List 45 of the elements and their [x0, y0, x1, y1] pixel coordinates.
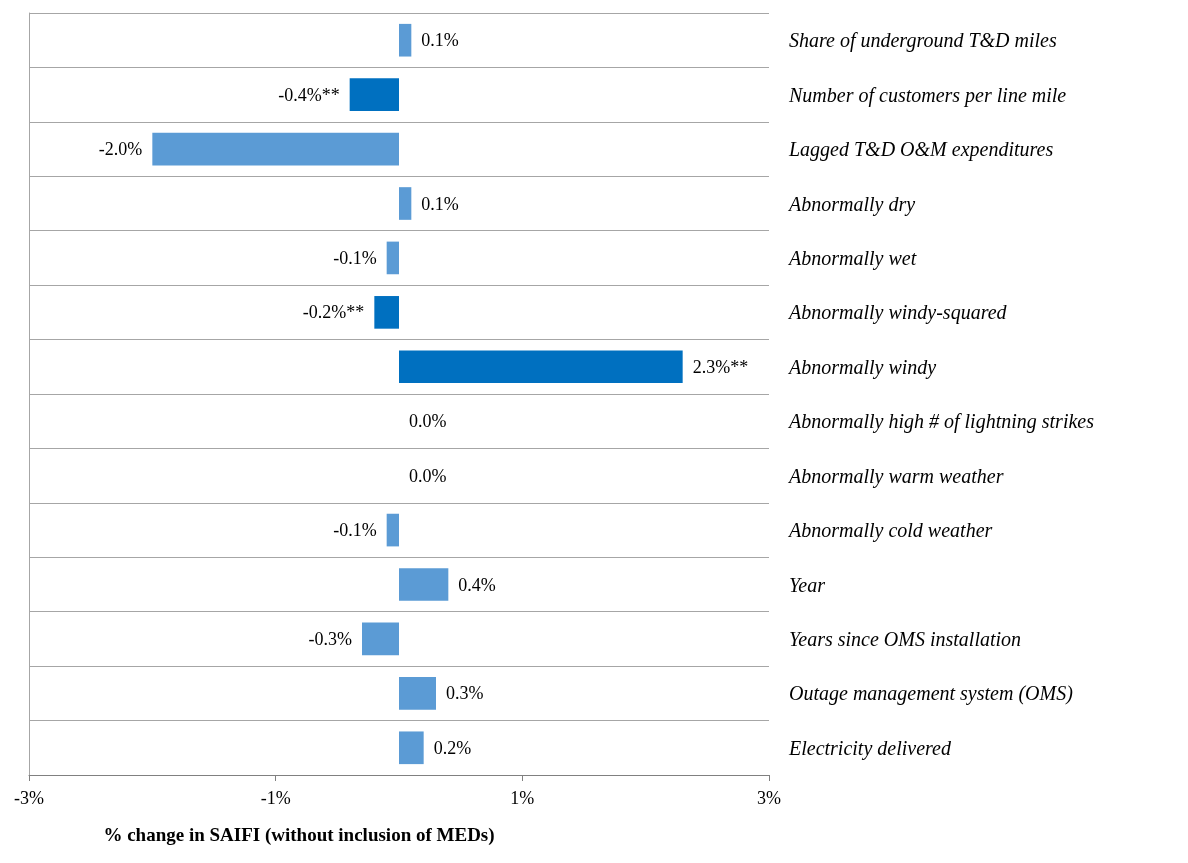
bar	[399, 350, 683, 384]
y-tick-label: Abnormally warm weather	[787, 464, 1004, 488]
bar	[399, 568, 449, 601]
bar	[386, 513, 399, 547]
data-label: 0.4%	[458, 574, 496, 595]
bar	[399, 187, 412, 220]
data-label: -0.3%	[308, 628, 352, 649]
data-label: -2.0%	[98, 139, 143, 160]
bar	[152, 132, 399, 166]
data-label: 0.1%	[421, 193, 459, 214]
y-tick-label: Share of underground T&D miles	[789, 29, 1057, 53]
bar	[399, 677, 436, 710]
data-label: -0.1%	[333, 520, 377, 541]
data-label: -0.1%	[333, 247, 377, 268]
x-tick-label: 1%	[510, 788, 535, 808]
y-tick-label: Abnormally windy-squared	[787, 301, 1008, 325]
bar	[386, 241, 399, 275]
bar	[399, 731, 424, 765]
y-tick-label: Abnormally dry	[787, 192, 916, 216]
x-tick-label: -1%	[260, 788, 291, 808]
y-tick-label: Lagged T&D O&M expenditures	[788, 138, 1054, 162]
y-tick-label: Number of customers per line mile	[788, 83, 1067, 107]
bar	[374, 296, 399, 329]
y-tick-label: Abnormally wet	[787, 246, 917, 270]
data-label: 2.3%**	[692, 356, 749, 377]
data-label: 0.0%	[409, 411, 447, 432]
x-axis-title: % change in SAIFI (without inclusion of MEDs)	[103, 824, 495, 846]
y-tick-label: Outage management system (OMS)	[789, 682, 1074, 706]
x-tick-label: -3%	[14, 788, 44, 808]
y-tick-label: Electricity delivered	[788, 736, 952, 760]
y-tick-label: Abnormally windy	[787, 355, 937, 379]
y-tick-label: Years since OMS installation	[789, 627, 1022, 650]
data-label: -0.2%**	[302, 302, 365, 323]
x-tick-label: 3%	[757, 788, 781, 808]
y-tick-label: Abnormally high # of lightning strikes	[787, 410, 1095, 434]
bar	[349, 78, 399, 111]
bar	[399, 23, 412, 57]
data-label: 0.1%	[421, 30, 459, 51]
data-label: -0.4%**	[278, 84, 340, 105]
data-label: 0.3%	[446, 683, 484, 704]
bar	[362, 622, 399, 656]
data-label: 0.0%	[409, 465, 447, 486]
data-label: 0.2%	[433, 737, 472, 758]
y-tick-label: Abnormally cold weather	[787, 519, 993, 543]
y-tick-label: Year	[789, 573, 826, 596]
